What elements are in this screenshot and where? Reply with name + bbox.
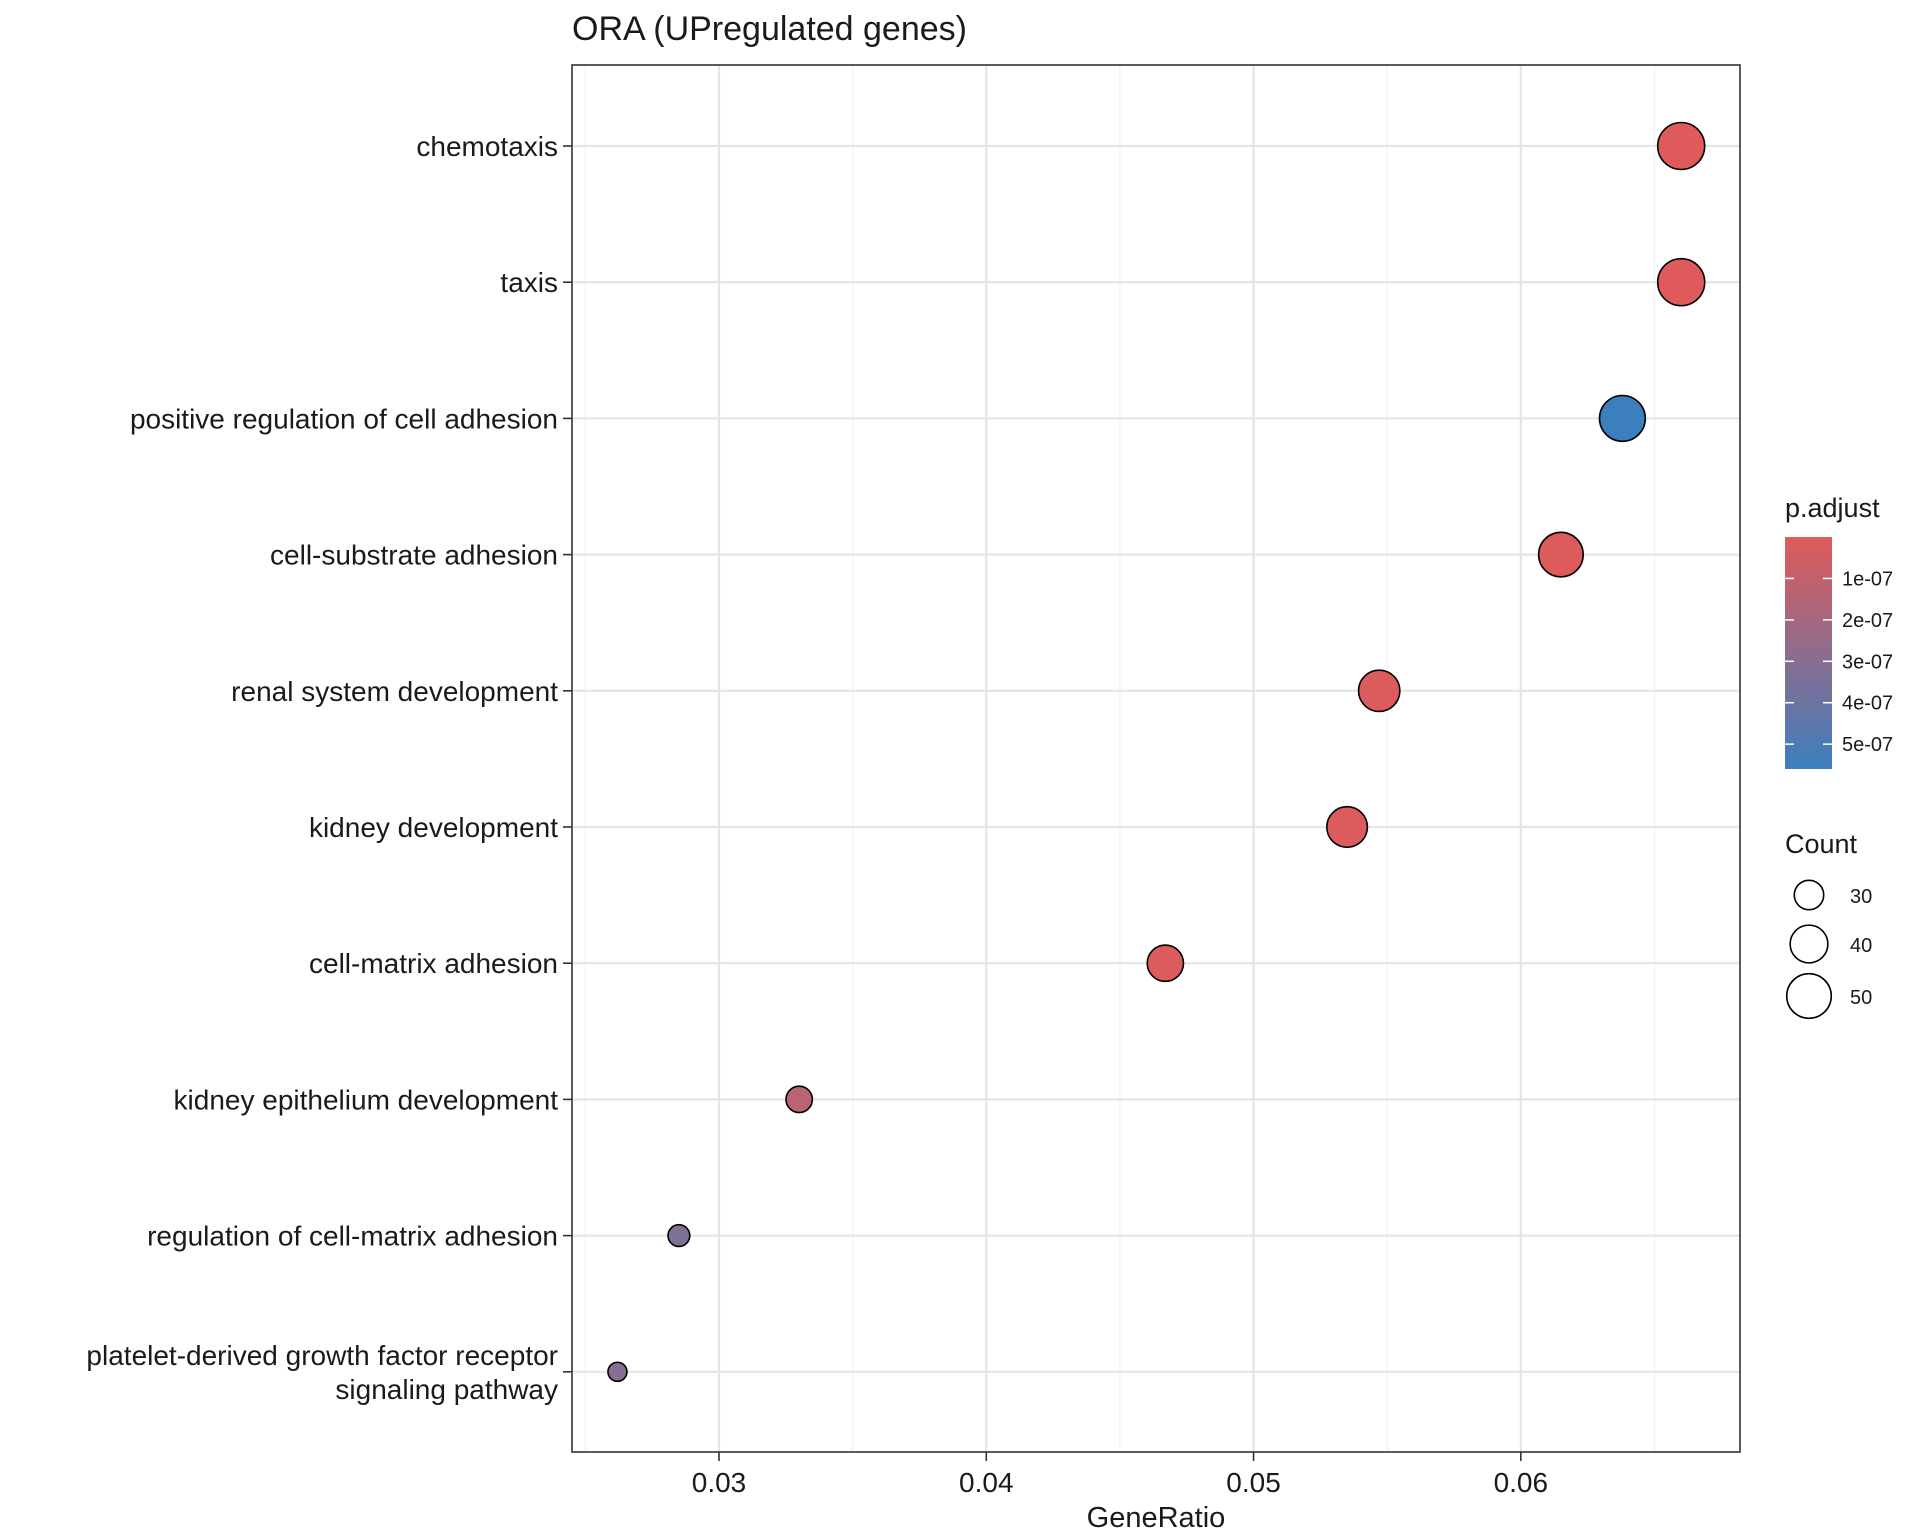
- color-bar: [1785, 537, 1832, 769]
- color-legend-label: 3e-07: [1842, 651, 1893, 673]
- color-legend-label: 5e-07: [1842, 734, 1893, 756]
- x-tick-label: 0.06: [1494, 1467, 1549, 1498]
- y-tick-label: signaling pathway: [335, 1374, 558, 1405]
- y-tick-label: taxis: [500, 267, 558, 298]
- chart-title: ORA (UPregulated genes): [572, 10, 967, 48]
- y-tick-label: kidney development: [309, 812, 558, 843]
- color-legend: p.adjust 1e-07 2e-07 3e-07 4e-07 5e-07: [1785, 493, 1893, 769]
- data-point: [785, 1085, 814, 1114]
- data-point: [1357, 669, 1401, 713]
- data-point: [607, 1361, 628, 1383]
- y-tick-label: renal system development: [231, 676, 558, 707]
- color-legend-title: p.adjust: [1785, 493, 1880, 523]
- size-legend-key: [1789, 924, 1829, 964]
- size-legend-title: Count: [1785, 829, 1858, 859]
- x-tick-label: 0.04: [959, 1467, 1014, 1498]
- y-tick-label: chemotaxis: [416, 131, 558, 162]
- data-point: [1325, 805, 1369, 849]
- data-point: [667, 1223, 691, 1248]
- y-tick-label: cell-substrate adhesion: [270, 540, 558, 571]
- size-legend-key: [1793, 879, 1825, 911]
- x-axis-title: GeneRatio: [1087, 1502, 1226, 1534]
- size-legend-label: 40: [1850, 935, 1872, 957]
- x-axis: 0.03 0.04 0.05 0.06: [692, 1452, 1548, 1498]
- data-point: [1537, 531, 1585, 578]
- size-legend: Count 30 40 50: [1785, 829, 1872, 1020]
- size-legend-key: [1785, 972, 1833, 1020]
- x-tick-label: 0.05: [1226, 1467, 1281, 1498]
- data-points: [607, 121, 1706, 1383]
- y-tick-label: positive regulation of cell adhesion: [130, 403, 558, 434]
- size-legend-label: 30: [1850, 886, 1872, 908]
- y-tick-label: regulation of cell-matrix adhesion: [147, 1221, 558, 1252]
- plot-panel: [571, 64, 1741, 1453]
- y-tick-label: kidney epithelium development: [174, 1084, 559, 1115]
- x-tick-label: 0.03: [692, 1467, 747, 1498]
- data-point: [1598, 394, 1647, 443]
- data-point: [1146, 944, 1185, 983]
- y-tick-label: cell-matrix adhesion: [309, 948, 558, 979]
- y-tick-label: platelet-derived growth factor receptor: [86, 1340, 558, 1371]
- color-legend-label: 2e-07: [1842, 610, 1893, 632]
- color-legend-label: 4e-07: [1842, 693, 1893, 715]
- data-point: [1656, 121, 1706, 171]
- data-point: [1656, 257, 1706, 307]
- grid-lines: [572, 65, 1740, 1452]
- size-legend-label: 50: [1850, 987, 1872, 1009]
- color-legend-label: 1e-07: [1842, 568, 1893, 590]
- y-axis: chemotaxis taxis positive regulation of ce…: [86, 131, 572, 1405]
